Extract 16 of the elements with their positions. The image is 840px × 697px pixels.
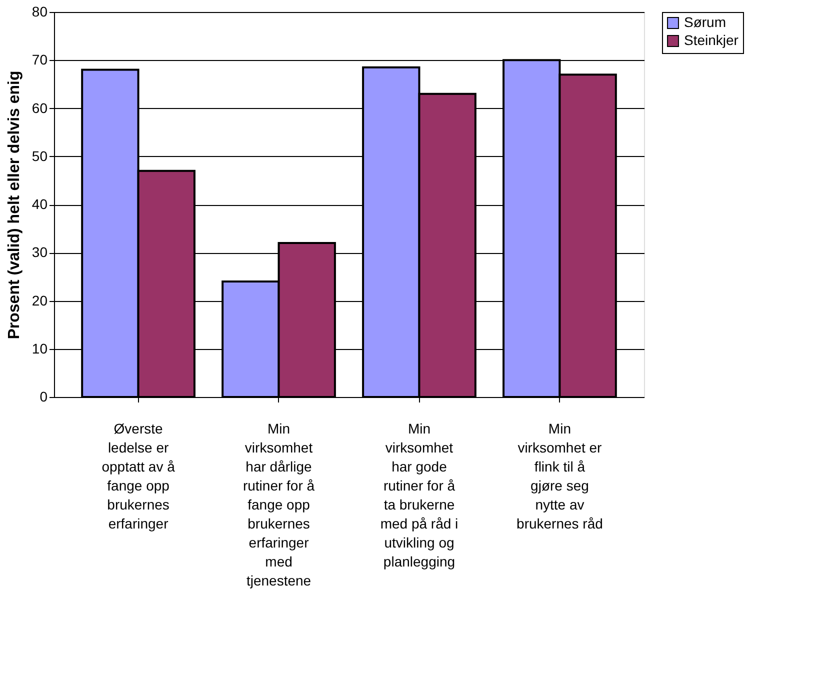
- y-tick-label: 30: [32, 244, 48, 260]
- legend-label: Steinkjer: [684, 32, 739, 48]
- y-tick-label: 0: [40, 388, 48, 404]
- y-axis-title: Prosent (valid) helt eller delvis enig: [6, 70, 23, 340]
- y-tick-label: 20: [32, 292, 48, 308]
- y-tick-label: 70: [32, 52, 48, 68]
- category-label: Min virksomhet har dårlige rutiner for å fange opp brukernes erfaringer med tjenestene: [242, 420, 315, 588]
- y-tick-label: 80: [32, 4, 48, 20]
- y-tick-label: 40: [32, 196, 48, 212]
- x-tick-label: Øverste ledelse er opptatt av å fange opp brukernes erfaringer: [102, 420, 176, 532]
- y-tick-label: 50: [32, 148, 48, 164]
- x-tick-label: Min virksomhet er flink til å gjøre seg nytte av brukernes råd: [516, 420, 603, 532]
- y-tick-label: 10: [32, 340, 48, 356]
- legend-label: Sørum: [684, 14, 726, 30]
- x-tick-label: Min virksomhet har gode rutiner for å ta brukerne med på råd i utvikling og planlegging: [380, 420, 458, 570]
- y-tick-label: 60: [32, 100, 48, 116]
